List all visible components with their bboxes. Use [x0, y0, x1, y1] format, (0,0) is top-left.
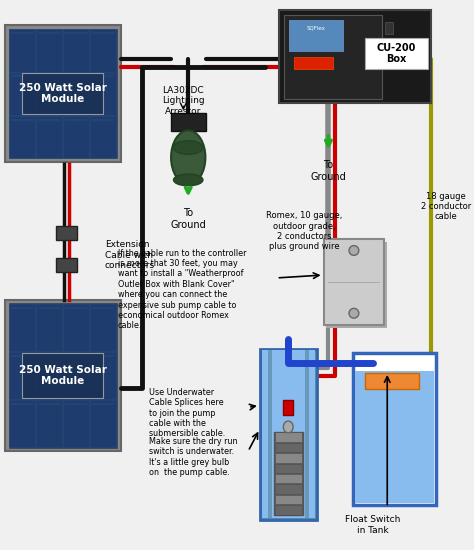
Bar [279, 10, 431, 103]
Bar [36, 116, 62, 158]
Bar [274, 432, 302, 442]
Bar [63, 116, 89, 158]
Ellipse shape [173, 174, 203, 186]
Bar [365, 38, 428, 69]
Bar [36, 352, 62, 399]
Bar [274, 453, 302, 463]
Bar [274, 505, 302, 515]
Bar [284, 15, 383, 98]
Bar [385, 22, 393, 34]
Bar [90, 29, 116, 72]
Bar [274, 464, 302, 473]
Bar [22, 353, 103, 398]
Bar [260, 349, 317, 520]
Bar [36, 400, 62, 447]
Bar [289, 20, 343, 52]
Bar [9, 73, 35, 115]
Text: To
Ground: To Ground [170, 208, 206, 230]
Bar [63, 352, 89, 399]
Bar [294, 57, 333, 69]
Bar [305, 350, 309, 518]
Bar [171, 113, 206, 131]
Bar [9, 304, 117, 448]
Ellipse shape [283, 421, 293, 433]
Bar [90, 73, 116, 115]
Bar [90, 400, 116, 447]
Text: If the cable run to the controller
is more that 30 feet, you may
want to install: If the cable run to the controller is mo… [118, 249, 246, 331]
Bar [355, 371, 434, 503]
Ellipse shape [173, 141, 203, 155]
Bar [9, 400, 35, 447]
Text: To
Ground: To Ground [310, 160, 346, 182]
Bar [36, 73, 62, 115]
Bar [268, 350, 272, 518]
Bar [36, 29, 62, 72]
Bar [353, 354, 436, 505]
Text: Float Switch
in Tank: Float Switch in Tank [345, 515, 400, 535]
Bar [63, 400, 89, 447]
Text: LA302DC
Lightning
Arrestor: LA302DC Lightning Arrestor [162, 86, 205, 116]
Bar [385, 40, 393, 52]
Bar [9, 29, 117, 158]
Bar [9, 116, 35, 158]
Bar [90, 352, 116, 399]
Text: 250 Watt Solar
Module: 250 Watt Solar Module [19, 365, 107, 386]
Bar [273, 432, 303, 515]
Bar [36, 304, 62, 351]
Circle shape [349, 309, 359, 318]
Bar [22, 73, 103, 114]
Text: CU-200
Box: CU-200 Box [376, 43, 416, 64]
Bar [262, 350, 315, 518]
Bar [365, 373, 419, 389]
Circle shape [349, 246, 359, 255]
Bar [5, 25, 120, 162]
Bar [274, 485, 302, 494]
Bar [385, 57, 393, 69]
Bar [9, 29, 35, 72]
Ellipse shape [171, 130, 205, 184]
Text: 250 Watt Solar
Module: 250 Watt Solar Module [19, 83, 107, 104]
Bar [90, 116, 116, 158]
Text: Romex, 10 gauge,
outdoor grade,
2 conductors
plus ground wire: Romex, 10 gauge, outdoor grade, 2 conduc… [266, 211, 342, 251]
Bar [56, 226, 77, 240]
Bar [63, 29, 89, 72]
Bar [327, 241, 387, 328]
Text: SQFlex: SQFlex [306, 25, 325, 30]
Text: Make sure the dry run
switch is underwater.
It's a little grey bulb
on  the pump: Make sure the dry run switch is underwat… [149, 437, 237, 477]
Bar [5, 300, 120, 452]
Bar [274, 443, 302, 452]
Bar [274, 495, 302, 504]
Bar [324, 239, 384, 325]
Bar [63, 304, 89, 351]
Text: 18 gauge
2 conductor
cable: 18 gauge 2 conductor cable [421, 191, 471, 222]
Bar [9, 352, 35, 399]
Text: Use Underwater
Cable Splices here
to join the pump
cable with the
submersible ca: Use Underwater Cable Splices here to joi… [149, 388, 225, 438]
Bar [90, 304, 116, 351]
Bar [63, 73, 89, 115]
Bar [274, 474, 302, 483]
Bar [283, 399, 293, 415]
Bar [56, 258, 77, 272]
Bar [9, 304, 35, 351]
Text: Extension
Cable with
connectors: Extension Cable with connectors [105, 240, 155, 270]
